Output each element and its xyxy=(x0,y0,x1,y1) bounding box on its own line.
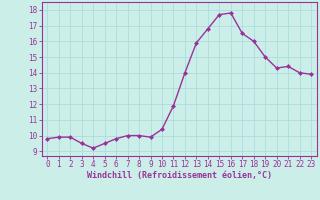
X-axis label: Windchill (Refroidissement éolien,°C): Windchill (Refroidissement éolien,°C) xyxy=(87,171,272,180)
